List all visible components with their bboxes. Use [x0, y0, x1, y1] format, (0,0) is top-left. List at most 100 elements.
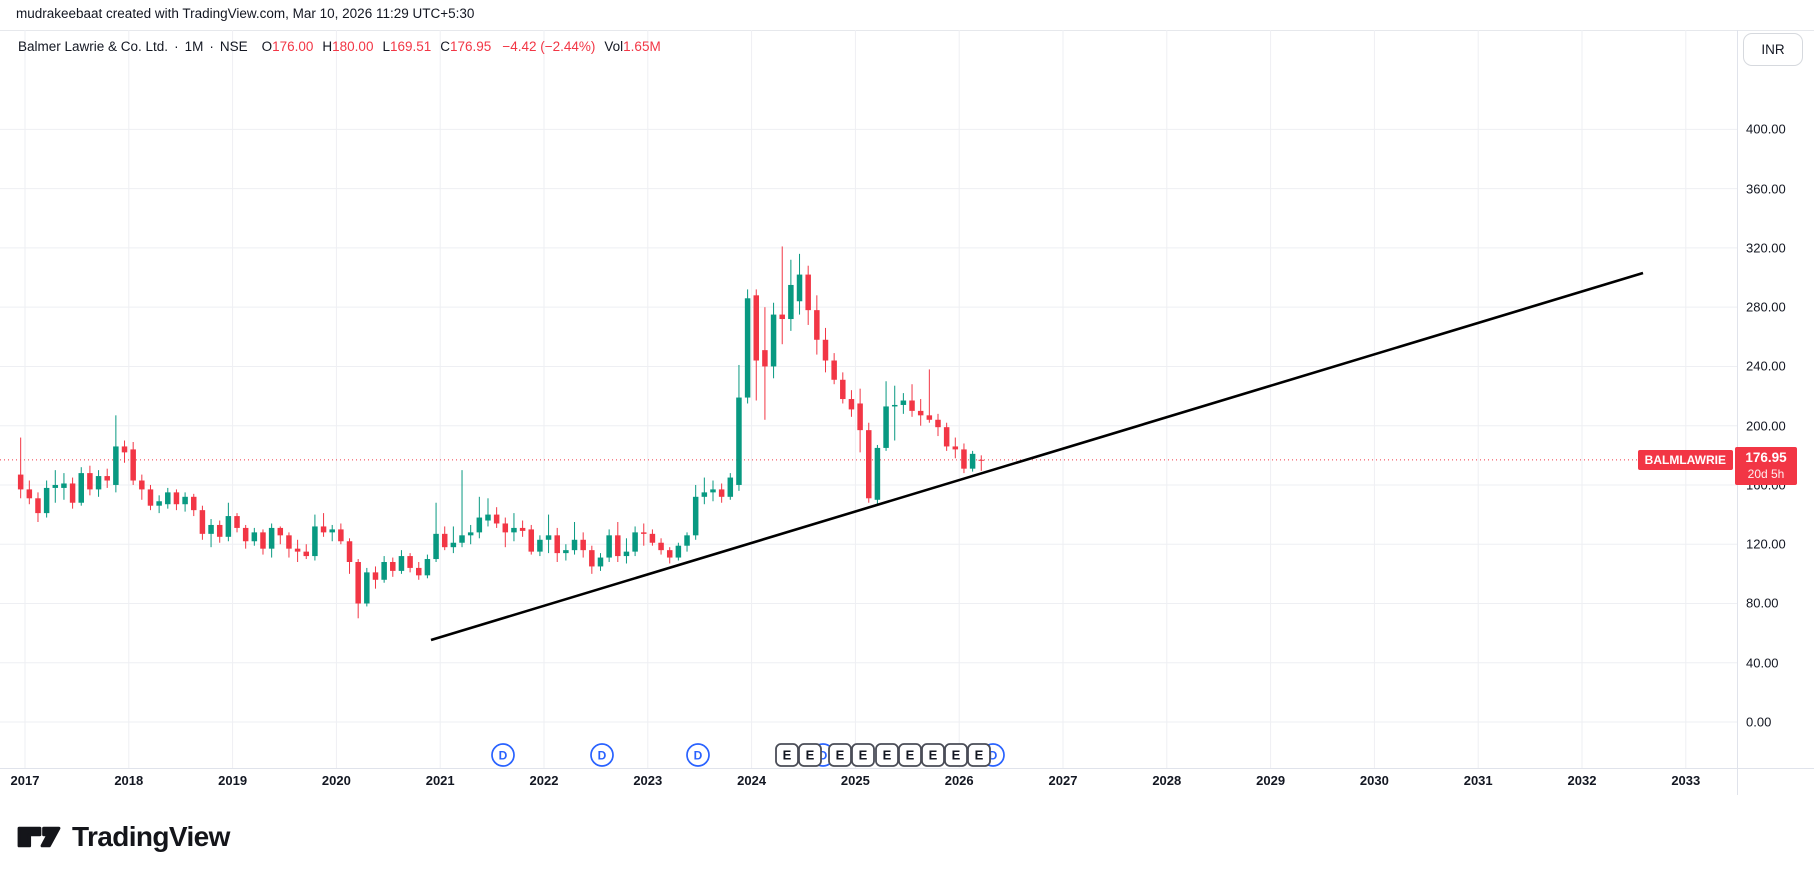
candle[interactable] [883, 381, 889, 451]
earnings-marker[interactable]: E [798, 743, 822, 767]
candle[interactable] [208, 519, 214, 548]
candle[interactable] [805, 265, 811, 325]
candle[interactable] [580, 532, 586, 558]
candle[interactable] [796, 253, 803, 315]
candle[interactable] [770, 302, 777, 379]
earnings-marker[interactable]: E [851, 743, 875, 767]
candle[interactable] [234, 513, 240, 533]
candle[interactable] [381, 556, 387, 583]
dividend-marker[interactable]: D [491, 743, 515, 767]
dividend-marker[interactable]: D [686, 743, 710, 767]
candle[interactable] [121, 440, 128, 463]
candle[interactable] [666, 547, 673, 564]
candle[interactable] [104, 468, 110, 488]
candle[interactable] [459, 470, 465, 548]
candle[interactable] [537, 535, 543, 557]
candle[interactable] [649, 529, 656, 546]
candle[interactable] [952, 437, 959, 459]
candle[interactable] [511, 513, 517, 542]
candle[interactable] [286, 532, 292, 558]
candle[interactable] [156, 495, 162, 514]
candle[interactable] [961, 443, 967, 474]
tradingview-logo[interactable]: TradingView [16, 818, 230, 856]
candle[interactable] [433, 502, 439, 562]
candle[interactable] [701, 477, 708, 505]
candle[interactable] [762, 307, 768, 420]
candle[interactable] [710, 480, 716, 502]
candle[interactable] [926, 369, 933, 423]
dividend-marker[interactable]: D [590, 743, 614, 767]
candle[interactable] [554, 527, 560, 562]
candle[interactable] [848, 390, 855, 417]
candle[interactable] [502, 517, 509, 548]
candle[interactable] [113, 415, 119, 493]
candle[interactable] [450, 526, 457, 554]
trendline-drawing[interactable] [430, 271, 1644, 642]
candle[interactable] [718, 483, 725, 503]
candle[interactable] [900, 393, 907, 414]
candle[interactable] [294, 539, 301, 562]
candle[interactable] [727, 473, 734, 500]
candle[interactable] [320, 513, 327, 537]
candle[interactable] [390, 557, 396, 577]
candle[interactable] [917, 399, 924, 426]
currency-button[interactable]: INR [1743, 33, 1803, 66]
candle[interactable] [485, 498, 491, 527]
candle[interactable] [35, 492, 41, 522]
candle[interactable] [329, 524, 335, 542]
chart-pane[interactable]: D DE E E E E E E E ED D D [0, 30, 1737, 768]
candle[interactable] [199, 505, 206, 540]
candle[interactable] [874, 444, 881, 505]
candle[interactable] [909, 384, 915, 417]
candle[interactable] [277, 526, 284, 545]
candle[interactable] [866, 422, 872, 503]
candle[interactable] [52, 470, 59, 503]
candle[interactable] [563, 544, 569, 561]
candle[interactable] [338, 523, 344, 545]
candle[interactable] [346, 538, 353, 574]
candle[interactable] [355, 559, 361, 619]
candle[interactable] [545, 514, 552, 554]
candle[interactable] [606, 529, 612, 562]
candle[interactable] [268, 523, 275, 558]
candle[interactable] [225, 502, 232, 542]
candle[interactable] [623, 538, 630, 564]
exchange-label[interactable]: NSE [219, 39, 248, 54]
candle[interactable] [364, 567, 370, 607]
candle[interactable] [589, 545, 595, 574]
candle[interactable] [312, 514, 318, 561]
earnings-marker[interactable]: E [775, 743, 799, 767]
earnings-marker[interactable]: E [944, 743, 968, 767]
candle[interactable] [476, 496, 483, 539]
candle[interactable] [658, 538, 664, 555]
candle[interactable] [165, 487, 171, 509]
candle[interactable] [182, 492, 188, 512]
candle[interactable] [147, 484, 154, 511]
interval-label[interactable]: 1M [184, 39, 204, 54]
candle[interactable] [943, 422, 950, 451]
candle[interactable] [831, 353, 837, 385]
candle[interactable] [61, 473, 67, 500]
symbol-title[interactable]: Balmer Lawrie & Co. Ltd. [18, 39, 169, 54]
candle[interactable] [753, 289, 760, 401]
candle[interactable] [632, 526, 638, 557]
candle[interactable] [242, 524, 249, 549]
candle[interactable] [87, 465, 93, 496]
candle[interactable] [519, 520, 526, 537]
candle[interactable] [675, 542, 682, 561]
candle[interactable] [779, 246, 785, 345]
candle[interactable] [978, 455, 985, 471]
candle[interactable] [251, 527, 258, 546]
candle[interactable] [78, 467, 84, 506]
candle[interactable] [788, 259, 794, 331]
candle[interactable] [416, 561, 422, 580]
candle[interactable] [303, 544, 310, 560]
candle[interactable] [969, 450, 976, 472]
candle[interactable] [69, 477, 76, 509]
candles-layer[interactable] [17, 246, 985, 619]
candle[interactable] [467, 524, 474, 545]
earnings-marker[interactable]: E [828, 743, 852, 767]
earnings-marker[interactable]: E [875, 743, 899, 767]
earnings-marker[interactable]: E [921, 743, 945, 767]
candle[interactable] [260, 529, 266, 555]
